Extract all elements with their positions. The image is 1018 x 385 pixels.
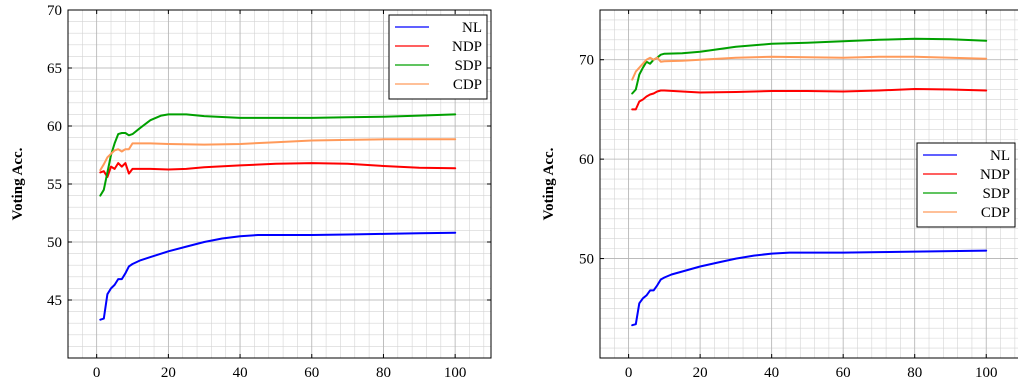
x-tick-label: 40 xyxy=(233,365,248,381)
legend-label-ndp: NDP xyxy=(980,167,1010,183)
x-tick-label: 100 xyxy=(444,365,467,381)
legend-label-cdp: CDP xyxy=(981,205,1010,221)
legend-box xyxy=(916,142,1016,228)
y-tick-label: 55 xyxy=(47,177,62,193)
x-tick-label: 60 xyxy=(304,365,319,381)
x-tick-label: 80 xyxy=(376,365,391,381)
x-tick-label: 20 xyxy=(693,365,708,381)
legend: NL NDP SDP CDP xyxy=(916,142,1016,228)
legend-label-sdp: SDP xyxy=(982,186,1010,202)
chart-right: 50 60 70 0 20 40 60 80 100 Voting Acc. NL NDP SDP CDP xyxy=(541,9,1018,381)
x-tick-label: 0 xyxy=(625,365,633,381)
series-line-ndp xyxy=(631,88,988,111)
legend-box xyxy=(388,14,488,100)
series-line-ndp xyxy=(99,162,457,178)
x-tick-label: 80 xyxy=(907,365,922,381)
y-tick-label: 45 xyxy=(47,293,62,309)
x-tick-label: 40 xyxy=(764,365,779,381)
chart-left: 45 50 55 60 65 70 0 20 40 60 80 100 Voting Acc. NL NDP… xyxy=(10,3,492,381)
y-tick-label: 60 xyxy=(47,119,62,135)
series-line-cdp xyxy=(99,138,457,172)
x-tick-label: 60 xyxy=(836,365,851,381)
series-line-nl xyxy=(631,249,988,327)
legend-label-ndp: NDP xyxy=(452,39,482,55)
legend-label-sdp: SDP xyxy=(454,58,482,74)
x-tick-label: 0 xyxy=(93,365,101,381)
y-tick-label: 50 xyxy=(47,235,62,251)
legend-label-nl: NL xyxy=(462,20,482,36)
series-line-sdp xyxy=(99,113,457,197)
plot-frame xyxy=(599,9,1018,359)
legend-label-nl: NL xyxy=(990,148,1010,164)
legend-label-cdp: CDP xyxy=(453,77,482,93)
y-axis-label: Voting Acc. xyxy=(10,147,26,220)
y-tick-label: 50 xyxy=(579,252,594,268)
x-tick-label: 20 xyxy=(161,365,176,381)
legend: NL NDP SDP CDP xyxy=(388,14,488,100)
x-tick-label: 100 xyxy=(975,365,998,381)
y-tick-label: 60 xyxy=(579,152,594,168)
series-line-cdp xyxy=(631,55,988,81)
y-tick-label: 70 xyxy=(579,53,594,69)
y-tick-label: 70 xyxy=(47,3,62,19)
y-tick-label: 65 xyxy=(47,61,62,77)
series-line-nl xyxy=(99,231,457,321)
series-line-sdp xyxy=(631,37,988,95)
y-axis-label: Voting Acc. xyxy=(541,147,557,220)
